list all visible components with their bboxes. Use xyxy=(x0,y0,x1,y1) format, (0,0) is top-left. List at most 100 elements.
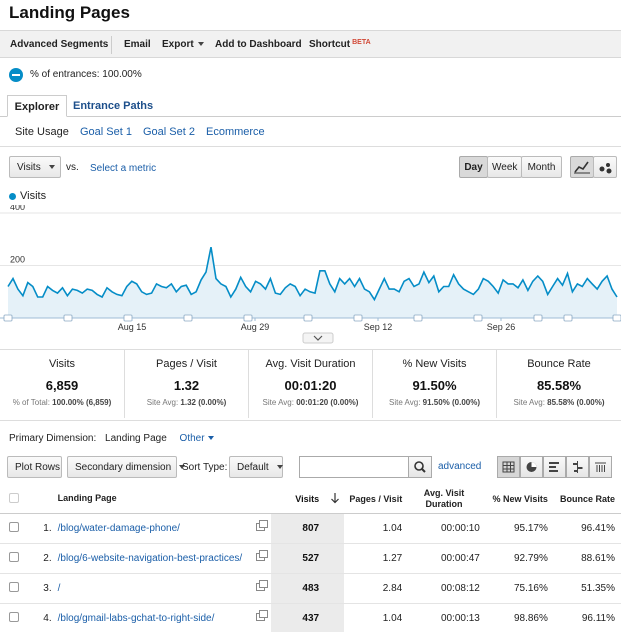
annotation-marker[interactable] xyxy=(243,314,253,322)
row-checkbox[interactable] xyxy=(9,521,20,532)
granularity-month-button[interactable]: Month xyxy=(521,156,562,178)
scorecard[interactable]: Pages / Visit 1.32 Site Avg: 1.32 (0.00%) xyxy=(124,350,248,418)
chevron-down-icon xyxy=(313,335,323,341)
annotation-marker[interactable] xyxy=(353,314,363,322)
tab-explorer[interactable]: Explorer xyxy=(7,95,67,117)
pages-visit-value: 1.04 xyxy=(344,513,409,544)
export-button[interactable]: Export xyxy=(162,39,204,50)
row-checkbox[interactable] xyxy=(9,581,20,592)
advanced-filter-link[interactable]: advanced xyxy=(438,461,482,472)
add-to-dashboard-button[interactable]: Add to Dashboard xyxy=(215,39,302,50)
row-checkbox[interactable] xyxy=(9,551,20,562)
scorecard[interactable]: Bounce Rate 85.58% Site Avg: 85.58% (0.00%… xyxy=(496,350,621,418)
table-view-button[interactable] xyxy=(497,456,520,478)
plot-rows-button[interactable]: Plot Rows xyxy=(7,456,62,478)
visits-chart[interactable]: 400 200 Aug 15 Aug 29 Sep 12 Sep 26 xyxy=(0,205,621,345)
header-avg-visit-duration[interactable]: Avg. Visit Duration xyxy=(408,485,486,514)
secondary-dimension-label: Secondary dimension xyxy=(75,462,172,473)
scorecard-value: 1.32 xyxy=(173,378,200,393)
annotation-marker[interactable] xyxy=(612,314,621,322)
header-pages-visit[interactable]: Pages / Visit xyxy=(344,485,409,514)
external-link-icon[interactable] xyxy=(256,609,269,621)
scorecard[interactable]: % New Visits 91.50% Site Avg: 91.50% (0.00… xyxy=(372,350,496,418)
advanced-segments-button[interactable]: Advanced Segments xyxy=(10,39,109,50)
annotations-toggle[interactable] xyxy=(302,332,334,344)
header-visits[interactable]: Visits xyxy=(270,485,326,514)
dimension-other-dropdown[interactable]: Other xyxy=(180,433,214,444)
annotation-marker[interactable] xyxy=(303,314,313,322)
pie-view-button[interactable] xyxy=(520,456,543,478)
bar-view-button[interactable] xyxy=(543,456,566,478)
table-search-input[interactable] xyxy=(299,456,409,478)
x-tick-label: Aug 29 xyxy=(241,322,270,332)
landing-page-link[interactable]: /blog/6-website-navigation-best-practice… xyxy=(57,543,257,574)
header-landing-page[interactable]: Landing Page xyxy=(57,485,257,514)
annotation-marker[interactable] xyxy=(473,314,483,322)
annotation-marker[interactable] xyxy=(413,314,423,322)
comparison-view-button[interactable] xyxy=(566,456,589,478)
landing-page-link[interactable]: /blog/gmail-labs-gchat-to-right-side/ xyxy=(57,603,257,632)
sort-type-select[interactable]: Default xyxy=(229,456,283,478)
annotation-marker[interactable] xyxy=(183,314,193,322)
open-page-cell[interactable] xyxy=(256,543,271,574)
row-checkbox[interactable] xyxy=(9,611,20,622)
row-number-header xyxy=(28,485,58,514)
search-button[interactable] xyxy=(408,456,432,478)
scorecard-comparison-prefix: Site Avg: xyxy=(262,398,297,407)
select-all-checkbox[interactable] xyxy=(9,492,20,503)
motion-chart-button[interactable] xyxy=(593,156,617,178)
annotation-marker[interactable] xyxy=(533,314,543,322)
external-link-icon[interactable] xyxy=(256,579,269,591)
email-button[interactable]: Email xyxy=(124,39,151,50)
granularity-day-button[interactable]: Day xyxy=(459,156,488,178)
row-select-cell[interactable] xyxy=(0,573,29,604)
secondary-dimension-select[interactable]: Secondary dimension xyxy=(67,456,186,478)
annotation-marker[interactable] xyxy=(63,314,73,322)
row-select-cell[interactable] xyxy=(0,603,29,632)
x-tick-label: Sep 12 xyxy=(364,322,393,332)
subtab-goal-set-2[interactable]: Goal Set 2 xyxy=(143,126,195,138)
granularity-week-button[interactable]: Week xyxy=(487,156,522,178)
tab-entrance-paths[interactable]: Entrance Paths xyxy=(73,100,154,112)
open-page-cell[interactable] xyxy=(256,603,271,632)
external-link-icon[interactable] xyxy=(256,519,269,531)
landing-page-link[interactable]: /blog/water-damage-phone/ xyxy=(57,513,257,544)
shortcut-button[interactable]: Shortcut BETA xyxy=(309,39,371,50)
sort-arrow-cell[interactable] xyxy=(325,485,345,514)
subtab-ecommerce[interactable]: Ecommerce xyxy=(206,126,265,138)
visits-spacer xyxy=(325,573,345,604)
open-page-cell[interactable] xyxy=(256,513,271,544)
header-new-visits[interactable]: % New Visits xyxy=(485,485,554,514)
annotation-marker[interactable] xyxy=(123,314,133,322)
select-metric-link[interactable]: Select a metric xyxy=(90,163,157,174)
select-all-cell[interactable] xyxy=(0,485,29,514)
table-row[interactable]: 3./ 483 2.84 00:08:12 75.16% 51.35% xyxy=(0,573,621,604)
line-chart-button[interactable] xyxy=(570,156,594,178)
segment-pie-icon xyxy=(9,68,23,82)
table-row[interactable]: 2./blog/6-website-navigation-best-practi… xyxy=(0,543,621,574)
header-bounce-rate[interactable]: Bounce Rate xyxy=(553,485,621,514)
sort-desc-arrow-icon xyxy=(330,492,339,504)
table-row[interactable]: 4./blog/gmail-labs-gchat-to-right-side/4… xyxy=(0,603,621,632)
external-link-icon[interactable] xyxy=(256,549,269,561)
table-row[interactable]: 1./blog/water-damage-phone/807 1.04 00:00:… xyxy=(0,513,621,544)
annotation-marker[interactable] xyxy=(563,314,573,322)
visits-series-line[interactable] xyxy=(7,246,618,302)
metric-select[interactable]: Visits xyxy=(9,156,61,178)
scorecard-comparison: % of Total: 100.00% (6,859) xyxy=(0,398,124,407)
landing-page-link[interactable]: / xyxy=(57,573,257,604)
scorecard[interactable]: Avg. Visit Duration 00:01:20 Site Avg: 00:… xyxy=(248,350,372,418)
row-select-cell[interactable] xyxy=(0,543,29,574)
chevron-down-icon xyxy=(207,436,214,441)
pivot-view-button[interactable] xyxy=(589,456,612,478)
dimension-landing-page[interactable]: Landing Page xyxy=(105,433,167,444)
subtab-site-usage[interactable]: Site Usage xyxy=(15,126,69,138)
row-select-cell[interactable] xyxy=(0,513,29,544)
open-page-cell[interactable] xyxy=(256,573,271,604)
annotation-marker[interactable] xyxy=(3,314,13,322)
scorecard-label: Avg. Visit Duration xyxy=(265,358,356,370)
scorecard-comparison: Site Avg: 91.50% (0.00%) xyxy=(373,398,496,407)
scorecard[interactable]: Visits 6,859 % of Total: 100.00% (6,859) xyxy=(0,350,124,418)
scorecards: Visits 6,859% of Total: 100.00% (6,859) Pa… xyxy=(0,350,621,418)
subtab-goal-set-1[interactable]: Goal Set 1 xyxy=(80,126,132,138)
